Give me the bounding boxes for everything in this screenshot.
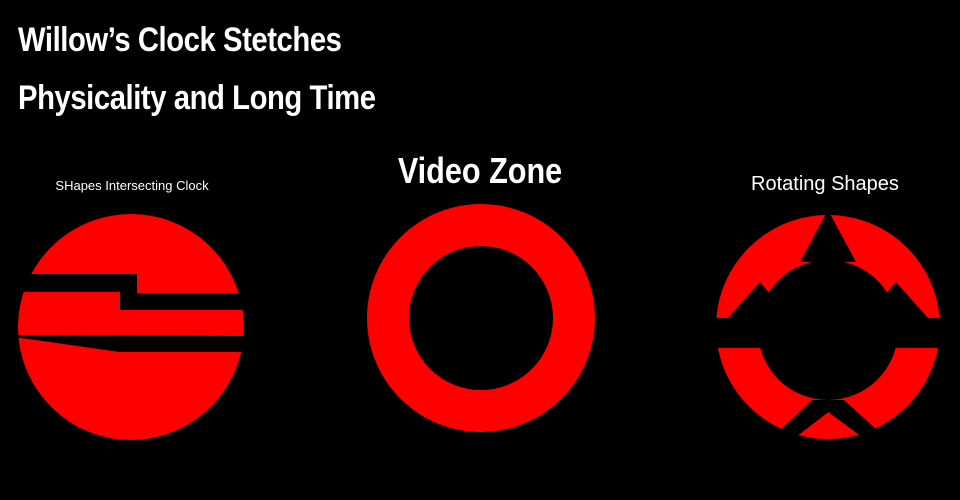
upper-cut-band (18, 274, 244, 310)
video-zone-ring (367, 204, 595, 432)
shapes-intersecting-clock (18, 214, 244, 440)
lower-cut-right (120, 336, 244, 352)
shapes-intersecting-clock-label: SHapes Intersecting Clock (55, 178, 209, 193)
page-title: Willow’s Clock Stetches (18, 21, 342, 59)
top-spike (800, 210, 856, 262)
right-spike (866, 282, 928, 318)
rotating-shapes (700, 200, 960, 460)
rotating-shapes-label: Rotating Shapes (751, 173, 899, 195)
video-zone-label: Video Zone (397, 150, 563, 191)
lower-cut-left (18, 335, 137, 337)
page-subtitle: Physicality and Long Time (18, 79, 376, 117)
left-spike (728, 282, 790, 318)
intersecting-red-circle (18, 214, 244, 440)
